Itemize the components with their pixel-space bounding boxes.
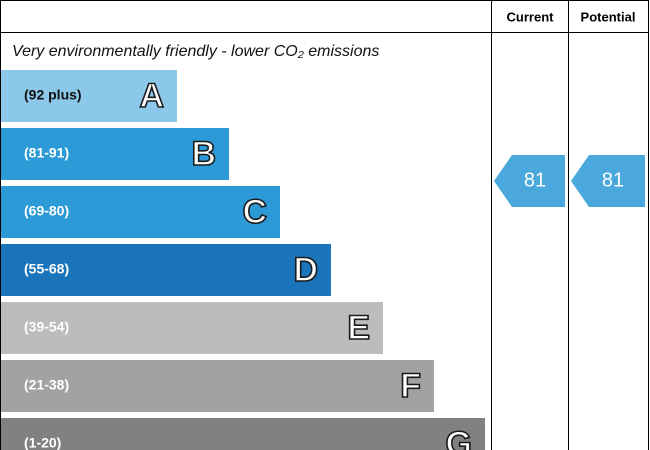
band-range: (21-38) — [24, 377, 69, 393]
band-letter: B — [191, 135, 216, 173]
potential-arrow — [571, 155, 645, 207]
potential-rating: 81 — [602, 169, 624, 191]
band-range: (81-91) — [24, 145, 69, 161]
band-range: (55-68) — [24, 261, 69, 277]
band-bar — [1, 70, 177, 122]
band-range: (69-80) — [24, 203, 69, 219]
bands: (92 plus) A (81-91) B (69-80) C (55-68) D (39-54… — [1, 70, 485, 450]
column-header: Potential — [581, 9, 636, 24]
column-header: Current — [507, 9, 555, 24]
band-bar — [1, 360, 434, 412]
band-letter: G — [446, 425, 472, 450]
band-letter: D — [293, 251, 318, 289]
current-arrow — [494, 155, 565, 207]
band-bar — [1, 128, 229, 180]
band-range: (92 plus) — [24, 87, 82, 103]
current-rating: 81 — [524, 169, 546, 191]
band-letter: E — [347, 309, 370, 347]
band-bar — [1, 244, 331, 296]
band-letter: F — [400, 367, 421, 405]
band-range: (1-20) — [24, 435, 61, 450]
subtitle: Very environmentally friendly - lower CO… — [12, 43, 379, 60]
band-letter: C — [242, 193, 267, 231]
band-bar — [1, 186, 280, 238]
band-bar — [1, 418, 485, 450]
band-bar — [1, 302, 383, 354]
band-letter: A — [139, 77, 164, 115]
band-range: (39-54) — [24, 319, 69, 335]
